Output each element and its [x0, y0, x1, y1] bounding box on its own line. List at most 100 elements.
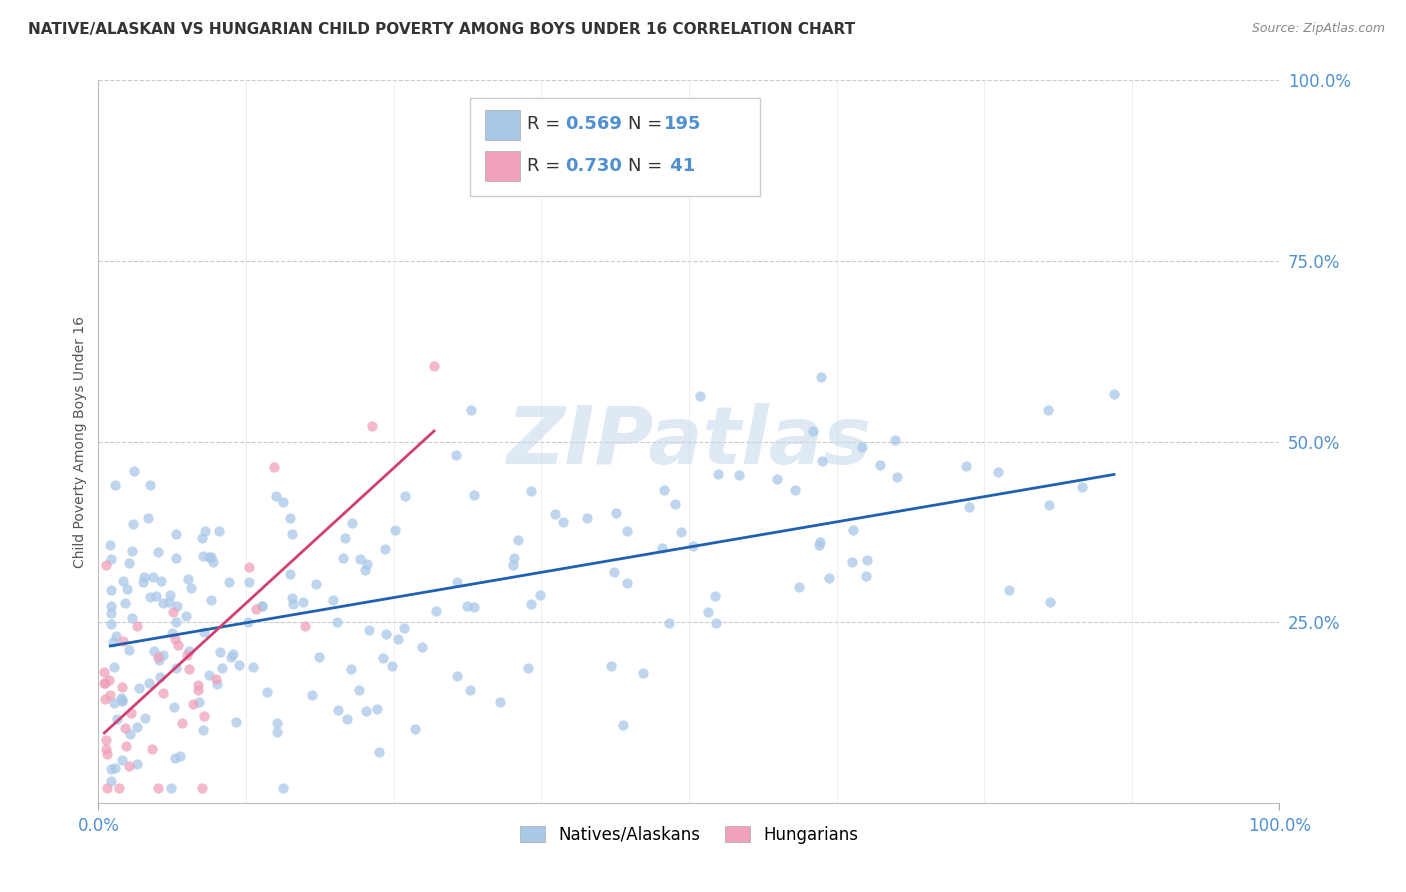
- Point: [128, 681, 150, 695]
- Point: [96, 742, 118, 756]
- Point: [238, 575, 260, 590]
- Point: [263, 460, 285, 475]
- Point: [811, 453, 834, 467]
- Point: [100, 583, 122, 598]
- Point: [163, 751, 186, 765]
- Point: [150, 574, 173, 589]
- Point: [520, 484, 543, 499]
- FancyBboxPatch shape: [471, 98, 759, 196]
- Point: [179, 643, 201, 657]
- Bar: [485, 151, 520, 181]
- Point: [652, 483, 675, 497]
- Point: [266, 716, 288, 731]
- Point: [384, 524, 406, 538]
- Point: [193, 709, 215, 723]
- Point: [152, 596, 174, 610]
- Point: [1071, 480, 1094, 494]
- Point: [98, 673, 121, 688]
- Point: [132, 574, 155, 589]
- Point: [281, 597, 304, 611]
- Y-axis label: Child Poverty Among Boys Under 16: Child Poverty Among Boys Under 16: [73, 316, 87, 567]
- Point: [179, 662, 201, 676]
- Point: [121, 544, 143, 558]
- Point: [114, 722, 136, 736]
- Point: [696, 605, 718, 619]
- Point: [180, 581, 202, 595]
- Point: [291, 594, 314, 608]
- Point: [366, 702, 388, 716]
- Point: [165, 526, 187, 541]
- Point: [266, 724, 288, 739]
- Point: [100, 762, 122, 776]
- Bar: [485, 110, 520, 140]
- Point: [111, 754, 134, 768]
- Point: [368, 746, 391, 760]
- Point: [208, 645, 231, 659]
- Point: [142, 570, 165, 584]
- Point: [529, 588, 551, 602]
- Point: [516, 661, 538, 675]
- Point: [502, 551, 524, 566]
- Point: [250, 599, 273, 614]
- Point: [98, 688, 121, 702]
- Point: [553, 515, 575, 529]
- Point: [703, 590, 725, 604]
- Point: [987, 465, 1010, 479]
- Point: [218, 575, 240, 590]
- Point: [332, 551, 354, 566]
- Point: [205, 672, 228, 686]
- Point: [142, 643, 165, 657]
- Point: [122, 464, 145, 478]
- Point: [841, 555, 863, 569]
- Point: [111, 634, 134, 648]
- Point: [103, 660, 125, 674]
- Point: [177, 572, 200, 586]
- Point: [120, 727, 142, 741]
- Point: [107, 781, 129, 796]
- Point: [103, 634, 125, 648]
- Point: [602, 565, 624, 579]
- Point: [121, 517, 143, 532]
- Point: [392, 621, 415, 635]
- Point: [190, 531, 212, 545]
- Point: [146, 650, 169, 665]
- Point: [463, 488, 485, 502]
- Point: [808, 535, 831, 549]
- Point: [170, 715, 193, 730]
- Point: [616, 524, 638, 538]
- Point: [236, 615, 259, 629]
- Point: [100, 599, 122, 613]
- Point: [502, 558, 524, 573]
- Point: [842, 523, 865, 537]
- Point: [256, 684, 278, 698]
- Point: [446, 668, 468, 682]
- Point: [326, 703, 349, 717]
- Point: [105, 712, 128, 726]
- Point: [387, 632, 409, 647]
- Point: [356, 558, 378, 572]
- Point: [110, 690, 132, 705]
- Point: [463, 599, 485, 614]
- Point: [198, 550, 221, 565]
- Point: [191, 781, 214, 796]
- Point: [326, 615, 349, 629]
- Point: [333, 531, 356, 545]
- Point: [118, 556, 141, 570]
- Point: [599, 659, 621, 673]
- Point: [165, 615, 187, 629]
- Point: [803, 425, 825, 439]
- Point: [271, 781, 294, 796]
- Point: [242, 660, 264, 674]
- Point: [506, 533, 529, 547]
- Text: NATIVE/ALASKAN VS HUNGARIAN CHILD POVERTY AMONG BOYS UNDER 16 CORRELATION CHART: NATIVE/ALASKAN VS HUNGARIAN CHILD POVERT…: [28, 22, 855, 37]
- Point: [162, 626, 184, 640]
- Point: [166, 599, 188, 613]
- Point: [127, 756, 149, 771]
- Point: [374, 627, 396, 641]
- Point: [612, 718, 634, 732]
- Point: [335, 712, 357, 726]
- Point: [96, 781, 118, 796]
- Point: [446, 575, 468, 590]
- Point: [576, 511, 599, 525]
- Point: [103, 696, 125, 710]
